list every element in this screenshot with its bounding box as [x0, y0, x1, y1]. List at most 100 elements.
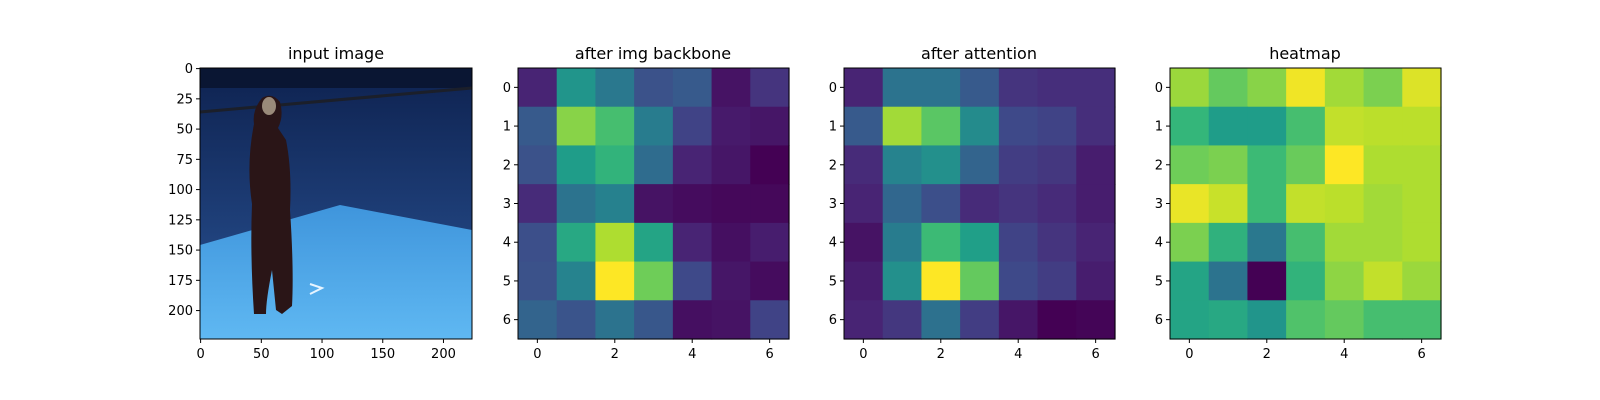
y-tick-label: 25	[176, 92, 193, 107]
heatmap-cell	[711, 106, 751, 147]
heatmap-cell	[844, 222, 884, 263]
x-tick-label: 0	[533, 347, 541, 362]
heatmap-cell	[882, 184, 923, 224]
heatmap-cell	[711, 261, 751, 301]
y-tick-label: 150	[168, 244, 193, 259]
heatmap-cell	[998, 300, 1039, 340]
heatmap-cell	[556, 222, 597, 263]
y-tick-label: 0	[829, 81, 837, 96]
y-tick-label: 100	[168, 183, 193, 198]
heatmap-cell	[1363, 68, 1403, 108]
heatmap-cell	[921, 184, 961, 224]
heatmap-cell	[750, 300, 790, 340]
heatmap-cell	[595, 222, 635, 263]
heatmap-cell	[1170, 68, 1210, 108]
heatmap-cell	[711, 145, 751, 185]
heatmap-cell	[634, 106, 674, 147]
heatmap-cell	[1076, 222, 1116, 263]
x-tick-label: 100	[310, 347, 335, 362]
heatmap-cell	[1324, 68, 1365, 108]
heatmap-cell	[1170, 261, 1210, 301]
heatmap-cell	[921, 106, 961, 147]
heatmap-cells	[844, 68, 1116, 340]
heatmap-cells	[1170, 68, 1442, 340]
heatmap-cell	[750, 184, 790, 224]
heatmap-cell	[1170, 184, 1210, 224]
photo-rig-bar	[200, 86, 472, 114]
panel-after-attention: after attention 0 2 4 6 0 1 2 3 4 5 6	[829, 44, 1116, 362]
heatmap-cell	[518, 68, 558, 108]
heatmap-cell	[1402, 145, 1442, 185]
photo-person	[249, 95, 293, 314]
x-tick-label: 200	[431, 347, 456, 362]
heatmap-cell	[1247, 145, 1287, 185]
panel-title: after attention	[921, 44, 1037, 63]
heatmap-cell	[882, 261, 923, 301]
x-tick-label: 0	[1185, 347, 1193, 362]
heatmap-cell	[1402, 300, 1442, 340]
heatmap-cells	[518, 68, 790, 340]
heatmap-cell	[1402, 184, 1442, 224]
heatmap-cell	[844, 300, 884, 340]
heatmap-cell	[998, 145, 1039, 185]
heatmap-cell	[1076, 300, 1116, 340]
heatmap-cell	[518, 222, 558, 263]
heatmap-cell	[556, 106, 597, 147]
heatmap-cell	[1402, 106, 1442, 147]
heatmap-cell	[1363, 145, 1403, 185]
y-tick-label: 200	[168, 304, 193, 319]
heatmap-cell	[1076, 261, 1116, 301]
heatmap-cell	[1324, 261, 1365, 301]
panel-title: heatmap	[1269, 44, 1341, 63]
heatmap-cell	[1363, 261, 1403, 301]
heatmap-cell	[882, 106, 923, 147]
x-tick-label: 6	[766, 347, 774, 362]
heatmap-cell	[1208, 261, 1249, 301]
heatmap-cell	[750, 145, 790, 185]
heatmap-cell	[998, 68, 1039, 108]
heatmap-cell	[844, 145, 884, 185]
heatmap-cell	[921, 300, 961, 340]
heatmap-cell	[1247, 261, 1287, 301]
heatmap-cell	[1170, 300, 1210, 340]
heatmap-cell	[672, 184, 713, 224]
heatmap-cell	[1247, 184, 1287, 224]
y-tick-label: 2	[1155, 158, 1163, 173]
y-tick-label: 3	[1155, 197, 1163, 212]
y-tick-label: 0	[1155, 81, 1163, 96]
heatmap-cell	[1363, 300, 1403, 340]
heatmap-cell	[1076, 106, 1116, 147]
heatmap-cell	[882, 300, 923, 340]
heatmap-cell	[672, 300, 713, 340]
heatmap-cell	[1286, 145, 1326, 185]
heatmap-cell	[1363, 106, 1403, 147]
heatmap-cell	[921, 68, 961, 108]
heatmap-cell	[998, 261, 1039, 301]
y-tick-label: 3	[503, 197, 511, 212]
x-tick-label: 4	[1340, 347, 1348, 362]
y-tick-label: 5	[829, 274, 837, 289]
y-tick-label: 4	[1155, 236, 1163, 251]
y-tick-label: 75	[176, 153, 193, 168]
heatmap-cell	[1247, 300, 1287, 340]
heatmap-cell	[1402, 222, 1442, 263]
heatmap-cell	[595, 184, 635, 224]
heatmap-cell	[1076, 145, 1116, 185]
x-tick-label: 4	[688, 347, 696, 362]
heatmap-cell	[960, 261, 1000, 301]
heatmap-cell	[1402, 261, 1442, 301]
panel-after-img-backbone: after img backbone 0 2 4 6 0 1 2 3 4 5 6	[503, 44, 790, 362]
heatmap-cell	[844, 261, 884, 301]
y-tick-label: 2	[829, 158, 837, 173]
heatmap-cell	[634, 222, 674, 263]
y-tick-label: 2	[503, 158, 511, 173]
heatmap-cell	[960, 106, 1000, 147]
y-tick-label: 0	[185, 62, 193, 77]
heatmap-cell	[1170, 106, 1210, 147]
heatmap-cell	[1247, 106, 1287, 147]
heatmap-cell	[1286, 261, 1326, 301]
y-tick-label: 4	[829, 236, 837, 251]
y-tick-label: 1	[1155, 120, 1163, 135]
heatmap-cell	[844, 68, 884, 108]
heatmap-cell	[1324, 145, 1365, 185]
